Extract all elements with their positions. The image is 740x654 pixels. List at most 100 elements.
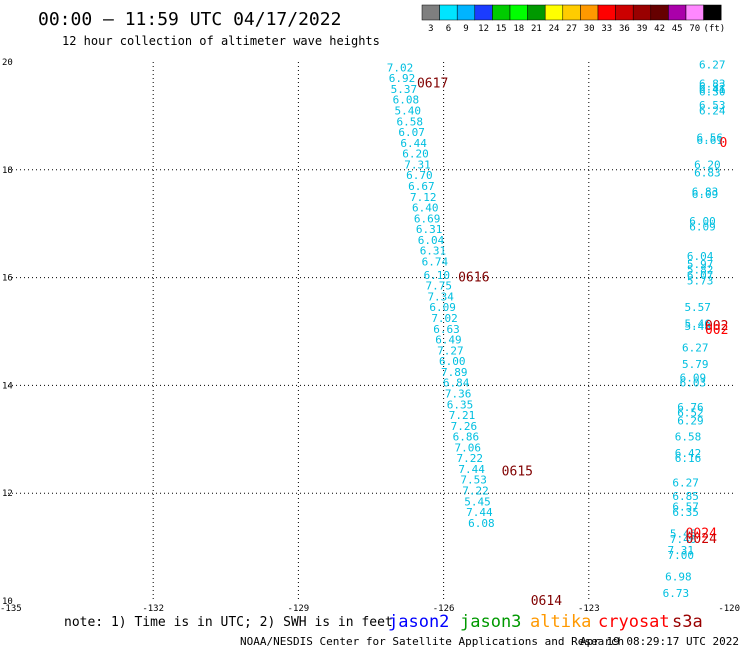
colorbar-swatch: [615, 4, 634, 21]
swh-value-label: 6.10: [424, 269, 451, 282]
colorbar-swatch: [474, 4, 493, 21]
colorbar-label: 9: [463, 24, 468, 34]
swh-value-label: 6.42: [675, 447, 702, 460]
swh-value-label: 5.57: [684, 301, 711, 314]
colorbar-label: 70: [689, 24, 700, 34]
swh-value-label: 6.69: [414, 212, 441, 225]
time-label: 0615: [502, 465, 533, 480]
swh-value-label: 7.53: [460, 474, 487, 487]
y-tick-label: 10: [2, 597, 13, 607]
swh-value-label: 6.67: [408, 180, 435, 193]
colorbar-swatch: [439, 4, 458, 21]
colorbar-label: 39: [637, 24, 648, 34]
swh-value-label: 6.27: [672, 476, 699, 489]
swh-value-label: 5.79: [682, 358, 709, 371]
x-tick-label: -132: [142, 604, 164, 614]
colorbar-swatch: [492, 4, 511, 21]
swh-value-label: 6.73: [663, 587, 690, 600]
swh-value-label: 6.57: [672, 501, 699, 514]
swh-value-label: 6.85: [672, 490, 699, 503]
colorbar-label: 12: [478, 24, 489, 34]
y-tick-label: 16: [2, 274, 13, 284]
swh-value-label: 5.45: [464, 495, 491, 508]
y-tick-label: 14: [2, 381, 13, 391]
swh-value-label: 7.44: [458, 463, 485, 476]
time-label: 0617: [417, 77, 448, 92]
colorbar-label: 30: [584, 24, 595, 34]
swh-value-label: 6.27: [682, 342, 709, 355]
swh-value-label: 6.35: [447, 398, 474, 411]
swh-value-label: 6.76: [677, 401, 704, 414]
colorbar-swatch: [650, 4, 669, 21]
chart-title: 00:00 – 11:59 UTC 04/17/2022: [38, 9, 341, 30]
swh-value-label: 6.92: [389, 72, 416, 85]
swh-value-label: 6.49: [435, 334, 462, 347]
colorbar-label: (ft): [704, 24, 726, 34]
axes: -135 -132 -129 -126 -123 -120 10 12 14 16 18 20: [0, 58, 740, 614]
swh-value-label: 7.40: [670, 533, 697, 546]
swh-value-label: 6.83: [692, 185, 719, 198]
satellite-legend-item: altika: [530, 612, 591, 632]
swh-value-label: 6.09: [429, 301, 456, 314]
swh-value-label: 5.37: [391, 83, 418, 96]
satellite-legend-item: s3a: [672, 612, 703, 632]
swh-value-label: 6.63: [433, 323, 460, 336]
swh-value-label: 6.52: [677, 406, 704, 419]
time-label: 0616: [458, 271, 489, 286]
colorbar-label: 36: [619, 24, 630, 34]
swh-value-label: 6.44: [400, 137, 427, 150]
colorbar-label: 27: [566, 24, 577, 34]
footer-generated: Apr 19 08:29:17 UTC 2022: [580, 635, 739, 648]
colorbar-swatch: [685, 4, 704, 21]
swh-value-label: 7.44: [466, 506, 493, 519]
swh-value-label: 6.58: [396, 115, 423, 128]
satellite-legend-item: cryosat: [598, 612, 670, 632]
swh-value-label: 5.46: [684, 317, 711, 330]
colorbar-swatch: [668, 4, 687, 21]
x-tick-label: -120: [718, 604, 740, 614]
swh-value-label: 6.08: [468, 517, 495, 530]
swh-value-label: 6.30: [699, 86, 726, 99]
colorbar-swatch: [544, 4, 564, 21]
y-tick-label: 18: [2, 166, 13, 176]
colorbar-swatch: [597, 4, 616, 21]
colorbar-swatch: [527, 4, 546, 21]
swh-value-label: 5.73: [687, 274, 714, 287]
footer-note: note: 1) Time is in UTC; 2) SWH is in fe…: [64, 615, 393, 630]
swh-value-label: 7.02: [387, 61, 414, 74]
colorbar-label: 45: [672, 24, 683, 34]
swh-value-label: 7.31: [668, 544, 695, 557]
swh-value-label: 5.48: [684, 320, 711, 333]
swh-value-label: 6.24: [699, 105, 726, 118]
colorbar-swatch: [562, 4, 581, 21]
satellite-legend-item: jason2: [388, 612, 449, 632]
swh-value-label: 7.31: [404, 158, 431, 171]
swh-value-label: 7.22: [462, 485, 489, 498]
satellite-legend: jason2 jason3 altika cryosat s3a: [388, 612, 703, 632]
colorbar-label: 33: [601, 24, 612, 34]
swh-value-label: 6.20: [694, 158, 721, 171]
swh-value-label: 7.21: [449, 409, 476, 422]
time-label: 002: [705, 319, 728, 334]
time-label: 0: [719, 136, 727, 151]
swh-value-label: 6.53: [699, 99, 726, 112]
colorbar-label: 24: [549, 24, 560, 34]
swh-value-label: 7.75: [426, 280, 453, 293]
swh-value-label: 6.29: [677, 414, 704, 427]
swh-value-label: 7.00: [668, 549, 695, 562]
colorbar-swatch: [703, 4, 722, 21]
swh-value-label: 5.45: [670, 528, 697, 541]
swh-value-label: 6.07: [687, 269, 714, 282]
satellite-legend-item: jason3: [460, 612, 521, 632]
colorbar-label: 42: [654, 24, 665, 34]
time-label: 0024: [686, 532, 717, 547]
swh-value-label: 6.09: [680, 371, 707, 384]
x-tick-label: -135: [0, 604, 22, 614]
swh-value-label: 6.70: [406, 169, 433, 182]
swh-value-label: 6.98: [665, 571, 692, 584]
x-tick-label: -126: [433, 604, 455, 614]
swh-value-label: 7.36: [445, 387, 472, 400]
swh-value-label: 6.04: [418, 234, 445, 247]
swh-value-label: 6.09: [692, 188, 719, 201]
